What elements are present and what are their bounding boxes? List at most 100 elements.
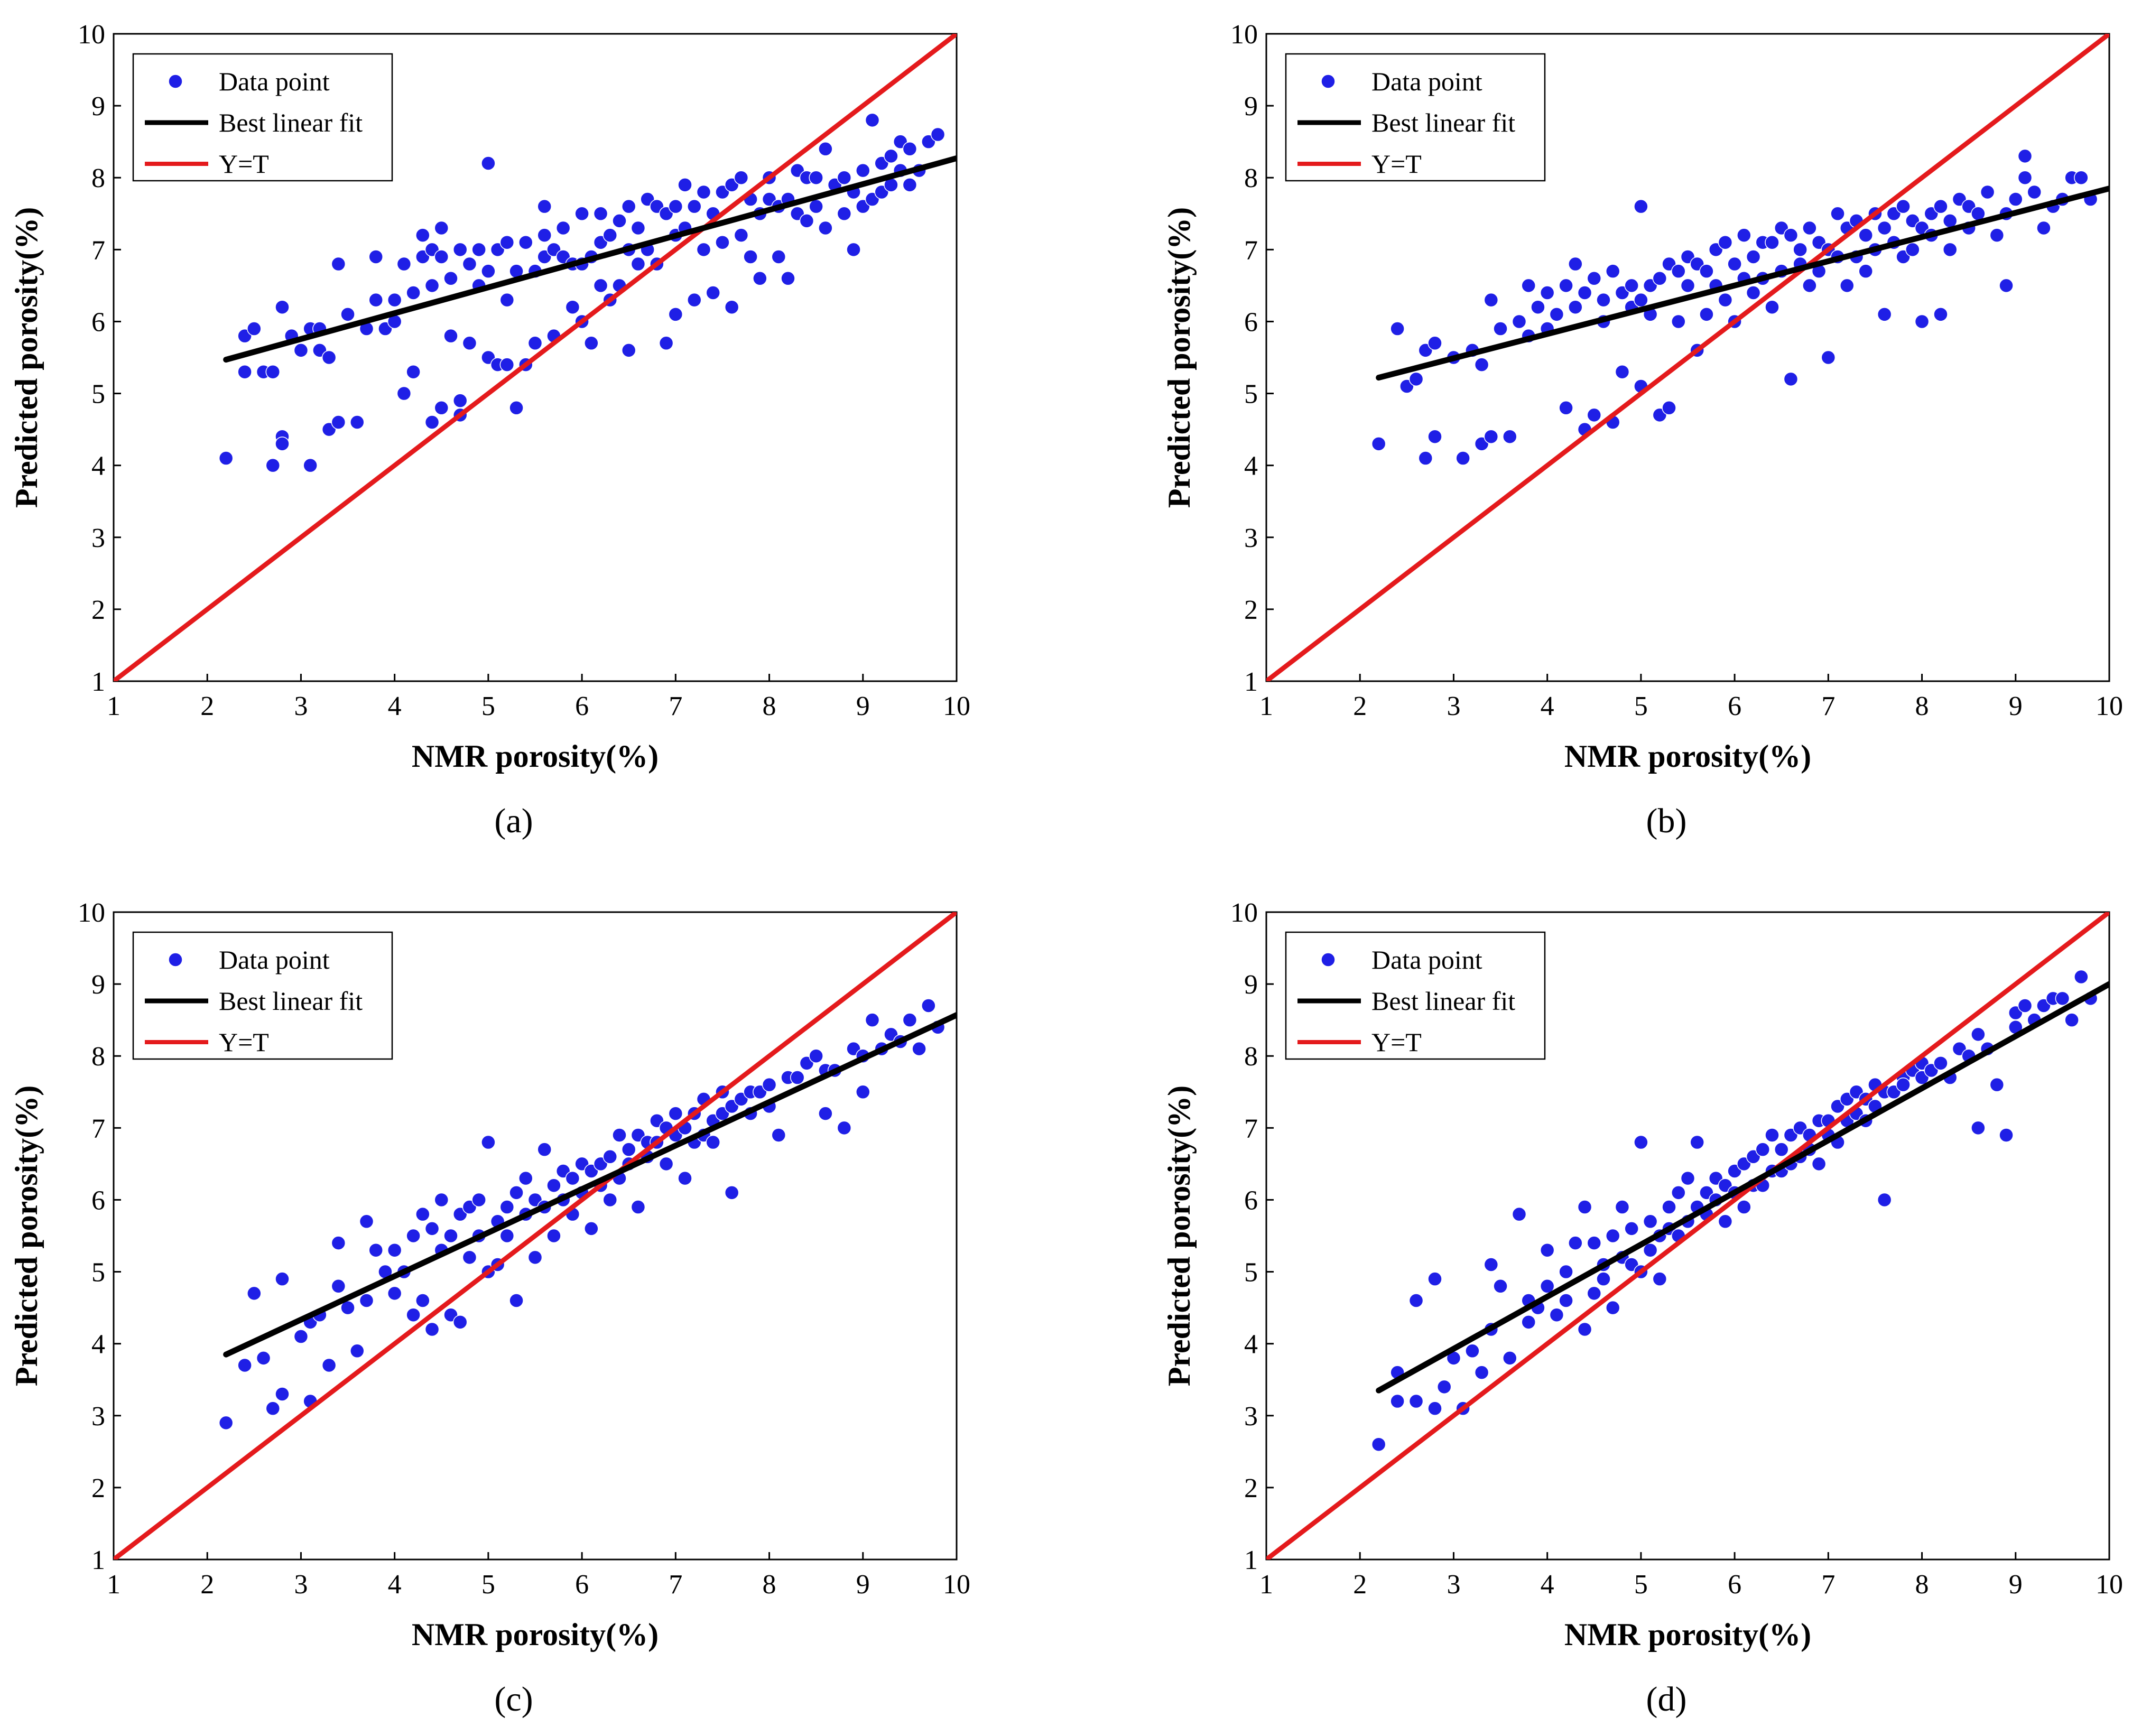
data-point <box>1559 401 1573 415</box>
x-tick-label: 1 <box>107 691 120 721</box>
data-point <box>1371 1437 1386 1452</box>
data-point <box>621 199 636 214</box>
data-point <box>1503 429 1517 444</box>
x-tick-label: 5 <box>1634 691 1648 721</box>
data-point <box>2008 192 2023 207</box>
x-tick-label: 5 <box>1634 1570 1648 1600</box>
data-point <box>1989 1077 2005 1092</box>
data-point <box>902 1013 917 1027</box>
data-point <box>1493 1279 1508 1294</box>
y-tick-label: 6 <box>91 307 105 337</box>
data-point <box>659 336 674 351</box>
data-point <box>790 1070 805 1085</box>
data-point <box>303 458 318 473</box>
data-point <box>1568 300 1583 314</box>
data-point <box>724 1185 739 1200</box>
data-point <box>218 451 234 466</box>
data-point <box>1765 235 1779 250</box>
data-layer <box>1266 912 2109 1559</box>
legend-label: Best linear fit <box>1371 108 1515 137</box>
data-point <box>837 170 852 185</box>
data-point <box>809 199 823 214</box>
legend-label: Y=T <box>1371 149 1422 179</box>
legend-label: Data point <box>219 67 330 96</box>
data-point <box>415 1293 430 1308</box>
data-point <box>452 242 468 257</box>
data-point <box>1587 271 1602 286</box>
data-point <box>1774 1142 1789 1157</box>
data-point <box>1755 1142 1771 1157</box>
x-tick-label: 5 <box>481 1570 495 1600</box>
data-point <box>809 1048 823 1063</box>
data-point <box>659 1156 674 1172</box>
data-point <box>1783 372 1799 387</box>
data-point <box>1718 292 1733 308</box>
data-point <box>331 1236 346 1250</box>
y-tick-label: 8 <box>1244 1042 1258 1072</box>
data-point <box>2017 148 2033 164</box>
y-tick-label: 7 <box>91 1113 105 1144</box>
legend-marker-points <box>168 952 183 967</box>
data-point <box>2017 998 2033 1013</box>
data-point <box>1746 249 1761 264</box>
data-point <box>1521 1315 1536 1330</box>
data-point <box>1793 242 1807 257</box>
data-point <box>368 249 383 264</box>
data-point <box>265 1401 281 1416</box>
x-tick-label: 7 <box>669 691 682 721</box>
data-point <box>818 1106 833 1121</box>
y-tick-label: 4 <box>91 451 105 481</box>
x-tick-label: 10 <box>943 1570 970 1600</box>
y-tick-label: 3 <box>1244 523 1258 553</box>
data-point <box>275 1271 290 1286</box>
data-point <box>837 206 852 221</box>
x-tick-label: 2 <box>1353 691 1367 721</box>
data-point <box>856 163 870 178</box>
data-point <box>1596 292 1611 308</box>
data-point <box>1540 285 1555 300</box>
data-point <box>406 1307 421 1322</box>
data-point <box>452 1315 468 1330</box>
data-point <box>1971 1120 1986 1136</box>
panel-label: (b) <box>1646 802 1687 840</box>
data-point <box>1531 300 1545 314</box>
data-point <box>359 1214 374 1229</box>
data-point <box>331 256 346 272</box>
y-tick-label: 6 <box>1244 307 1258 337</box>
data-point <box>527 336 543 351</box>
data-point <box>443 271 458 286</box>
data-point <box>1568 256 1583 272</box>
data-point <box>331 1279 346 1294</box>
data-point <box>1905 242 1920 257</box>
y-tick-label: 8 <box>91 163 105 193</box>
data-point <box>1933 1056 1948 1071</box>
data-point <box>537 199 552 214</box>
y-tick-label: 4 <box>1244 451 1258 481</box>
x-axis-title: NMR porosity(%) <box>1564 739 1811 774</box>
data-point <box>1914 314 1930 329</box>
y-tick-label: 10 <box>78 20 105 50</box>
data-point <box>1615 364 1630 379</box>
y-tick-label: 7 <box>91 235 105 265</box>
y-tick-label: 9 <box>91 970 105 1000</box>
data-point <box>1662 401 1676 415</box>
x-tick-label: 7 <box>669 1570 682 1600</box>
legend: Data point Best linear fit Y=T <box>132 931 393 1060</box>
data-point <box>565 300 580 314</box>
data-point <box>1746 285 1761 300</box>
data-point <box>1587 407 1602 423</box>
x-tick-label: 9 <box>856 691 870 721</box>
chart-panel-c: 1 2 3 4 5 6 7 8 9 10 1 2 3 4 5 6 7 8 9 10 NMR porosity(%) Pre… <box>9 898 970 1719</box>
data-point <box>1858 264 1873 278</box>
data-layer <box>114 34 957 681</box>
data-point <box>1896 1077 1911 1092</box>
y-tick-label: 1 <box>1244 1545 1258 1575</box>
y-tick-label: 3 <box>1244 1401 1258 1432</box>
data-point <box>481 156 496 171</box>
data-point <box>396 386 412 401</box>
data-point <box>1587 1236 1602 1250</box>
data-point <box>499 235 515 250</box>
data-point <box>1615 1200 1630 1214</box>
y-tick-label: 4 <box>1244 1330 1258 1360</box>
